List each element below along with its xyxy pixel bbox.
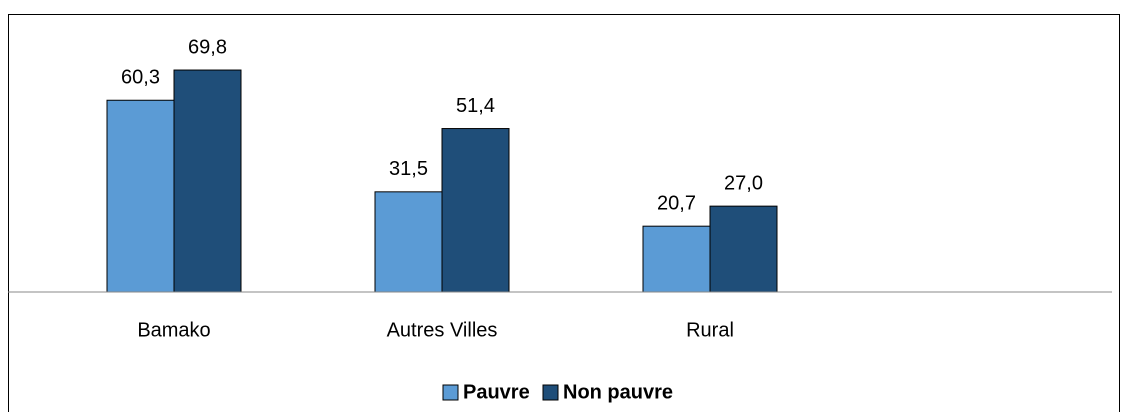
bar [441,128,510,293]
value-label: 20,7 [657,192,696,214]
value-label: 27,0 [724,172,763,194]
legend-swatch [442,384,459,401]
bar [709,205,778,293]
value-label: 69,8 [188,36,227,58]
x-tick-label: Rural [686,319,734,341]
value-label: 60,3 [121,67,160,89]
bar [106,99,175,293]
x-tick-label: Bamako [137,319,210,341]
value-label: 51,4 [456,95,495,117]
legend-label: Pauvre [463,381,530,403]
x-tick-label: Autres Villes [387,319,498,341]
value-label: 31,5 [389,158,428,180]
bar [374,191,443,293]
legend-label: Non pauvre [563,381,673,403]
legend-swatch [542,384,559,401]
bar [173,69,242,293]
bar [642,225,711,293]
